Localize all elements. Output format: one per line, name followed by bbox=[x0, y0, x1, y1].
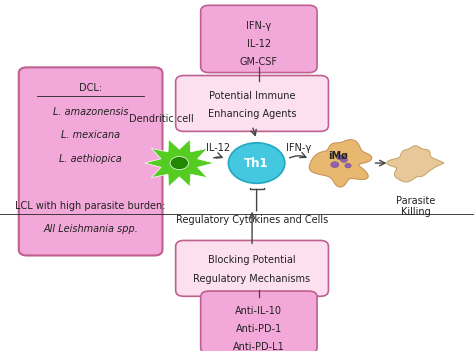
Circle shape bbox=[170, 157, 189, 170]
FancyBboxPatch shape bbox=[176, 240, 328, 296]
FancyBboxPatch shape bbox=[201, 291, 317, 351]
Text: IL-12: IL-12 bbox=[247, 39, 271, 49]
Circle shape bbox=[336, 155, 343, 159]
Text: Blocking Potential: Blocking Potential bbox=[208, 256, 296, 265]
Text: IL-12: IL-12 bbox=[206, 143, 230, 153]
Polygon shape bbox=[387, 146, 444, 182]
Text: L. mexicana: L. mexicana bbox=[61, 130, 120, 140]
Ellipse shape bbox=[228, 143, 285, 183]
Polygon shape bbox=[145, 139, 214, 187]
Text: IFN-γ: IFN-γ bbox=[246, 21, 272, 31]
Circle shape bbox=[340, 157, 347, 163]
Text: Enhancing Agents: Enhancing Agents bbox=[208, 110, 296, 119]
Text: Potential Immune: Potential Immune bbox=[209, 91, 295, 100]
Text: Regulatory Mechanisms: Regulatory Mechanisms bbox=[193, 274, 310, 284]
Text: All Leishmania spp.: All Leishmania spp. bbox=[43, 224, 138, 234]
Circle shape bbox=[331, 162, 339, 168]
Text: DCL:: DCL: bbox=[79, 83, 102, 93]
Text: IFN-γ: IFN-γ bbox=[286, 143, 311, 153]
Text: Dendritic cell: Dendritic cell bbox=[129, 114, 193, 124]
Circle shape bbox=[345, 163, 351, 168]
Text: iMø: iMø bbox=[328, 151, 347, 160]
Text: Parasite
Killing: Parasite Killing bbox=[396, 196, 436, 217]
Text: Anti-PD-L1: Anti-PD-L1 bbox=[233, 342, 285, 351]
Text: L. amazonensis: L. amazonensis bbox=[53, 107, 128, 117]
Text: L. aethiopica: L. aethiopica bbox=[59, 154, 122, 164]
Text: Anti-PD-1: Anti-PD-1 bbox=[236, 324, 282, 334]
Text: GM-CSF: GM-CSF bbox=[240, 57, 278, 67]
Text: Anti-IL-10: Anti-IL-10 bbox=[236, 306, 283, 316]
Polygon shape bbox=[309, 140, 372, 187]
FancyBboxPatch shape bbox=[201, 5, 317, 73]
Text: Regulatory Cytokines and Cells: Regulatory Cytokines and Cells bbox=[176, 215, 328, 225]
Text: LCL with high parasite burden:: LCL with high parasite burden: bbox=[15, 201, 166, 211]
FancyBboxPatch shape bbox=[19, 67, 163, 256]
FancyBboxPatch shape bbox=[176, 75, 328, 131]
Text: Th1: Th1 bbox=[244, 157, 269, 170]
